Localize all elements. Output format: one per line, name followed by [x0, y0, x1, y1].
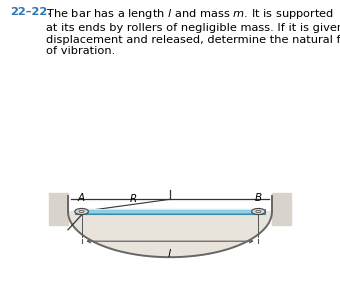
Bar	[75, 209, 265, 214]
Text: 22–22.: 22–22.	[10, 7, 52, 17]
Bar	[75, 213, 265, 214]
Polygon shape	[68, 212, 272, 257]
Text: The bar has a length $l$ and mass $m$. It is supported
at its ends by rollers of: The bar has a length $l$ and mass $m$. I…	[46, 7, 340, 56]
Text: A: A	[78, 193, 85, 203]
Polygon shape	[272, 193, 291, 225]
Text: B: B	[255, 193, 262, 203]
Polygon shape	[49, 193, 68, 225]
Circle shape	[252, 208, 265, 214]
Circle shape	[75, 208, 88, 214]
Text: $l$: $l$	[168, 247, 172, 259]
Text: $R$: $R$	[129, 192, 137, 204]
Bar	[75, 209, 265, 210]
